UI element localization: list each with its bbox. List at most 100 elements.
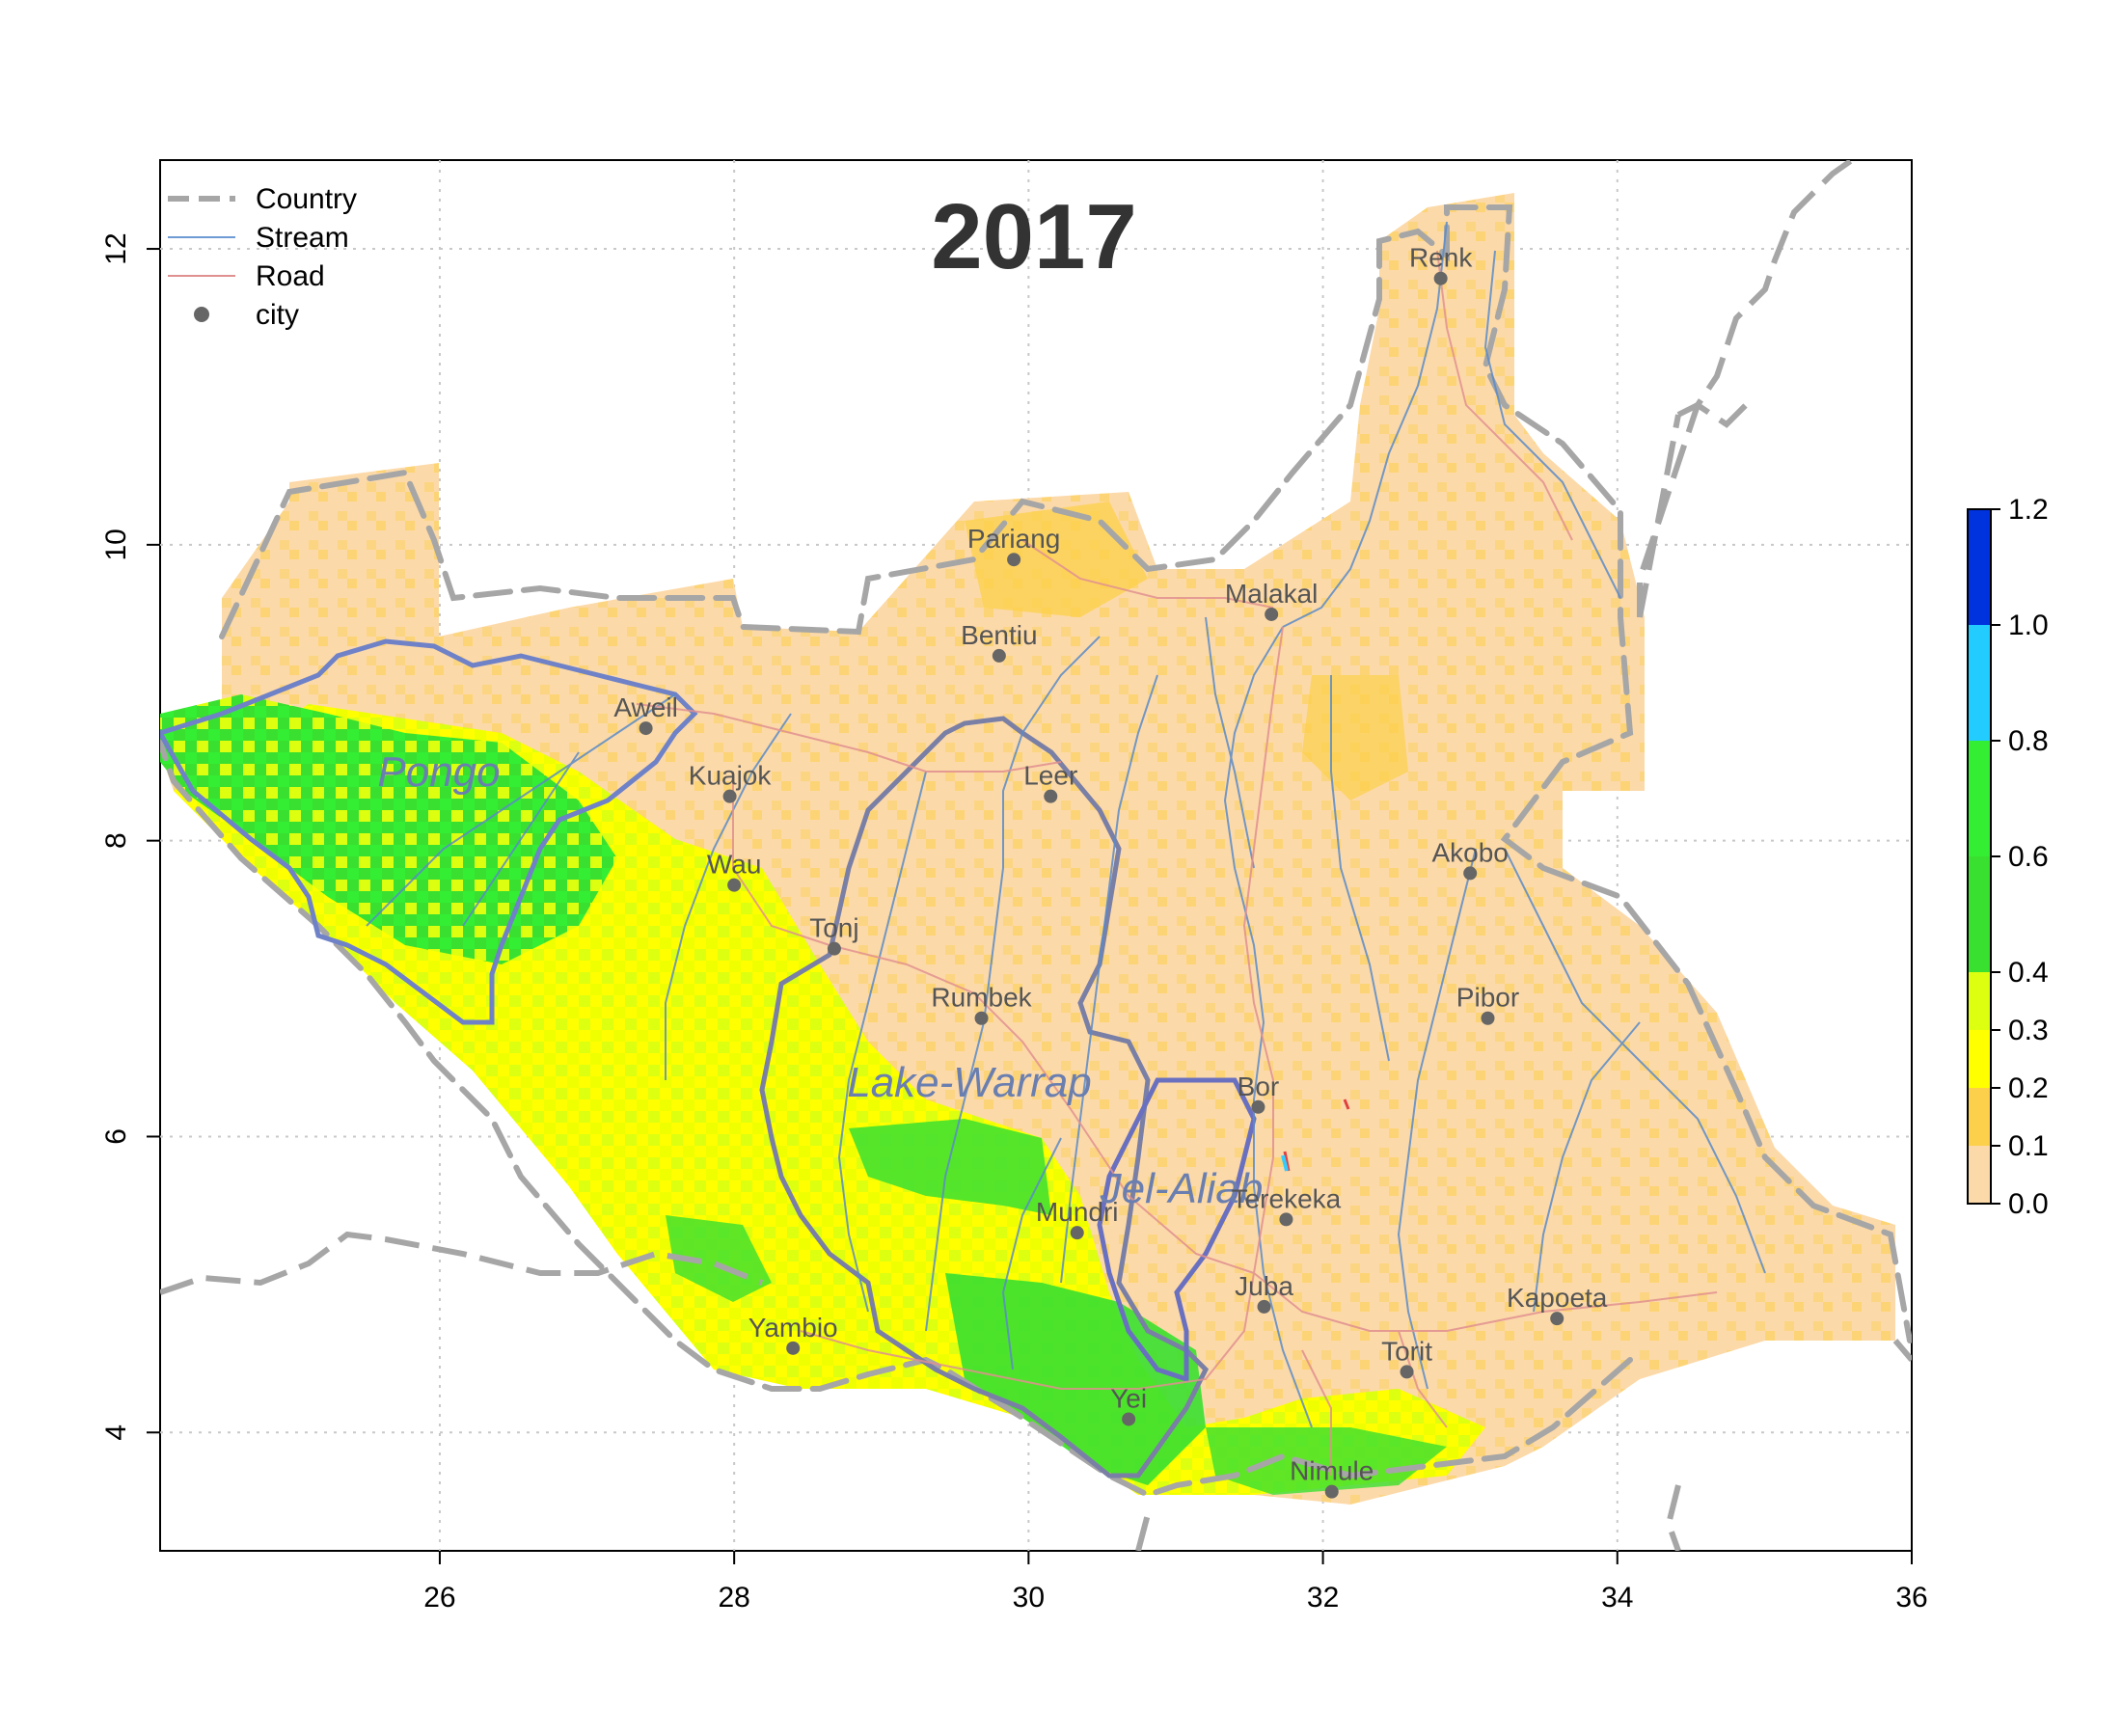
city-layer: Renk Pariang Malakal Bentiu Aweil Kuajok Leer W… — [613, 243, 1608, 1499]
legend-country-label: Country — [256, 183, 357, 215]
x-tick-label: 36 — [1895, 1582, 1927, 1614]
city-label-pibor: Pibor — [1456, 983, 1519, 1013]
neighbour-border-east — [1637, 160, 1854, 617]
x-tick-label: 34 — [1601, 1582, 1633, 1614]
city-point-kuajok — [722, 789, 737, 803]
legend-stream-label: Stream — [256, 222, 349, 254]
city-point-bor — [1251, 1099, 1265, 1114]
x-axis: 26 28 30 32 34 36 — [423, 1551, 1928, 1614]
colorbar-label: 0.0 — [2008, 1188, 2049, 1220]
city-label-aweil: Aweil — [613, 692, 677, 722]
colorbar-segment — [1968, 1088, 1991, 1146]
y-tick-label: 6 — [100, 1128, 132, 1145]
basin-label-jel-aliab: Jel-Aliab — [1100, 1165, 1264, 1212]
colorbar-segment — [1968, 741, 1991, 856]
city-point-pariang — [1007, 553, 1021, 567]
raster-orange-zone-northeast — [1302, 675, 1408, 800]
raster-green-zone-west — [160, 694, 617, 964]
colorbar-label: 0.6 — [2008, 841, 2049, 873]
colorbar-segment — [1968, 856, 1991, 972]
city-label-malakal: Malakal — [1225, 579, 1318, 609]
city-point-malakal — [1265, 607, 1279, 621]
map-title: 2017 — [931, 185, 1137, 288]
city-label-bentiu: Bentiu — [961, 620, 1037, 650]
y-axis: 4 6 8 10 12 — [100, 232, 160, 1441]
city-label-torit: Torit — [1381, 1336, 1432, 1366]
city-point-torit — [1400, 1365, 1414, 1379]
city-label-kapoeta: Kapoeta — [1507, 1283, 1608, 1313]
city-label-bor: Bor — [1238, 1071, 1280, 1101]
colorbar-segment — [1968, 1030, 1991, 1088]
city-label-wau: Wau — [707, 850, 762, 880]
basin-label-lake-warrap: Lake-Warrap — [847, 1059, 1092, 1106]
city-point-kapoeta — [1550, 1312, 1564, 1326]
city-point-leer — [1044, 789, 1058, 803]
city-point-aweil — [639, 721, 653, 736]
city-label-leer: Leer — [1023, 761, 1077, 791]
colorbar-label: 1.2 — [2008, 494, 2049, 526]
city-label-juba: Juba — [1235, 1271, 1293, 1301]
legend-city-swatch — [194, 307, 209, 322]
city-point-terekeka — [1279, 1212, 1293, 1227]
colorbar: 0.0 0.1 0.2 0.3 0.4 0.6 0.8 1.0 1.2 — [1967, 494, 2049, 1220]
city-point-wau — [727, 878, 742, 892]
raster-green-zone-south — [945, 1273, 1206, 1485]
y-tick-label: 12 — [100, 232, 132, 264]
city-label-akobo: Akobo — [1431, 837, 1508, 867]
colorbar-label: 0.3 — [2008, 1015, 2049, 1046]
city-label-tonj: Tonj — [809, 913, 858, 943]
city-point-renk — [1433, 271, 1448, 285]
city-label-terekeka: Terekeka — [1232, 1183, 1342, 1213]
y-tick-label: 10 — [100, 529, 132, 560]
city-label-renk: Renk — [1409, 243, 1473, 273]
colorbar-segment — [1968, 972, 1991, 1030]
city-point-juba — [1257, 1299, 1271, 1314]
basin-pongo-outline — [160, 638, 698, 1025]
legend-road-label: Road — [256, 260, 325, 292]
city-point-mundri — [1070, 1226, 1084, 1240]
city-point-nimule — [1324, 1484, 1339, 1499]
x-tick-label: 30 — [1013, 1582, 1045, 1614]
x-tick-label: 28 — [718, 1582, 749, 1614]
basin-label-pongo: Pongo — [377, 748, 500, 796]
colorbar-label: 0.2 — [2008, 1072, 2049, 1104]
city-label-yambio: Yambio — [748, 1313, 838, 1343]
city-point-bentiu — [992, 648, 1006, 663]
colorbar-label: 0.1 — [2008, 1130, 2049, 1162]
city-label-yei: Yei — [1110, 1383, 1147, 1413]
colorbar-label: 0.4 — [2008, 957, 2049, 989]
y-tick-label: 8 — [100, 832, 132, 849]
neighbour-border-southeast — [1135, 1339, 1912, 1551]
colorbar-segment — [1968, 1146, 1991, 1204]
city-label-rumbek: Rumbek — [931, 983, 1032, 1013]
sudd-marker — [1283, 1099, 1350, 1172]
raster-green-zone-nimule — [1206, 1427, 1447, 1495]
colorbar-label: 1.0 — [2008, 610, 2049, 641]
colorbar-segment — [1968, 625, 1991, 741]
x-tick-label: 32 — [1307, 1582, 1339, 1614]
city-point-tonj — [827, 941, 841, 956]
neighbour-border-ethiopia — [1637, 401, 1749, 618]
city-point-yei — [1122, 1412, 1136, 1426]
city-label-nimule: Nimule — [1290, 1456, 1374, 1486]
lake-marker — [1281, 1154, 1289, 1172]
city-point-akobo — [1463, 866, 1478, 881]
streams — [366, 221, 1766, 1428]
raster-green-zone-central — [849, 1119, 1051, 1215]
raster-orange-zone-pariang — [965, 502, 1148, 617]
city-label-pariang: Pariang — [967, 524, 1061, 554]
x-tick-label: 26 — [423, 1582, 455, 1614]
legend-city-label: city — [256, 299, 299, 331]
y-tick-label: 4 — [100, 1424, 132, 1441]
city-point-rumbek — [974, 1011, 989, 1025]
colorbar-label: 0.8 — [2008, 725, 2049, 757]
roads — [636, 250, 1718, 1476]
city-point-pibor — [1481, 1011, 1495, 1025]
city-point-yambio — [786, 1341, 801, 1355]
city-label-kuajok: Kuajok — [689, 761, 773, 791]
colorbar-segment — [1968, 509, 1991, 625]
city-label-mundri: Mundri — [1036, 1197, 1119, 1227]
basin-lake-warrap-outline — [759, 716, 1210, 1478]
raster-green-zone-sw — [666, 1215, 772, 1302]
